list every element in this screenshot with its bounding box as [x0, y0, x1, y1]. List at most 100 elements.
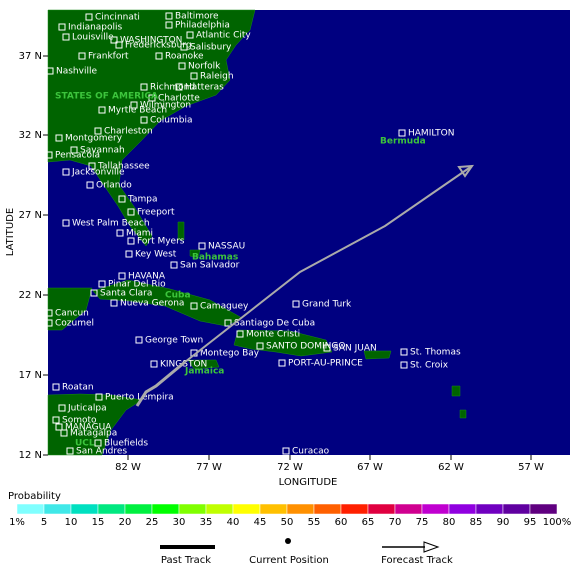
probability-label: 80 [443, 517, 456, 528]
place-label: West Palm Beach [72, 219, 150, 229]
place-marker [78, 52, 86, 60]
region-label: STATES OF AMERICA [55, 92, 158, 102]
place-label: MANAGUA [65, 423, 112, 433]
place-label: Louisville [72, 33, 114, 43]
place-label: Bluefields [104, 439, 148, 449]
current-position-key [285, 538, 291, 544]
place-label: Monte Cristi [246, 330, 300, 340]
place-marker [110, 36, 118, 44]
place-label: Tampa [127, 195, 158, 205]
probability-swatch [16, 503, 45, 515]
place-label: Roatan [62, 383, 94, 393]
place-marker [45, 151, 53, 159]
place-label: Columbia [150, 116, 193, 126]
x-tick-label: 62 W [438, 462, 464, 473]
land [47, 9, 467, 456]
place-label: Santa Clara [100, 289, 152, 299]
place-label: SANTO DOMINGO [266, 342, 345, 352]
probability-swatch [529, 503, 558, 515]
place-marker [180, 43, 188, 51]
probability-swatch [421, 503, 450, 515]
place-marker [140, 83, 148, 91]
region-label: UCL [75, 439, 95, 449]
place-marker [94, 439, 102, 447]
place-marker [62, 33, 70, 41]
place-label: Charleston [104, 127, 153, 137]
probability-title: Probability [8, 491, 61, 502]
probability-label: 75 [416, 517, 429, 528]
place-marker [118, 272, 126, 280]
place-marker [165, 21, 173, 29]
region-label: Jamaica [184, 367, 224, 377]
probability-label: 10 [65, 517, 78, 528]
place-marker [115, 41, 123, 49]
place-marker [94, 127, 102, 135]
place-marker [282, 447, 290, 455]
probability-label: 25 [146, 517, 159, 528]
probability-label: 50 [281, 517, 294, 528]
place-label: Richmond [150, 83, 195, 93]
probability-swatch [43, 503, 72, 515]
place-marker [127, 208, 135, 216]
place-label: Salisbury [190, 43, 232, 53]
place-marker [140, 116, 148, 124]
place-label: Somoto [62, 416, 97, 426]
place-label: St. Croix [410, 361, 449, 371]
place-label: Key West [135, 250, 177, 260]
place-label: Myrtle Beach [108, 106, 167, 116]
y-tick-label: 22 N [19, 290, 42, 301]
place-marker [95, 393, 103, 401]
probability-swatch [259, 503, 288, 515]
x-tick-label: 57 W [518, 462, 544, 473]
forecast-arrow [457, 164, 475, 178]
place-marker [45, 309, 53, 317]
legend-label: Past Track [161, 555, 211, 566]
place-label: Hatteras [185, 83, 224, 93]
probability-swatch [124, 503, 153, 515]
place-label: Indianapolis [68, 23, 123, 33]
probability-label: 70 [389, 517, 402, 528]
place-marker [116, 229, 124, 237]
place-marker [70, 146, 78, 154]
place-marker [45, 319, 53, 327]
place-label: Juticalpa [67, 404, 107, 414]
region-label: Cuba [165, 291, 191, 301]
x-tick-label: 72 W [277, 462, 303, 473]
place-marker [190, 302, 198, 310]
past-track [135, 360, 186, 407]
probability-label: 55 [308, 517, 321, 528]
probability-swatch [70, 503, 99, 515]
place-marker [66, 447, 74, 455]
place-label: Cancun [55, 309, 89, 319]
probability-swatch [286, 503, 315, 515]
legend-label: Current Position [249, 555, 329, 566]
place-marker [148, 94, 156, 102]
probability-swatch [448, 503, 477, 515]
x-tick-label: 82 W [115, 462, 141, 473]
probability-swatch [205, 503, 234, 515]
place-label: St. Thomas [410, 348, 461, 358]
probability-label: 40 [227, 517, 240, 528]
probability-label: 30 [173, 517, 186, 528]
place-marker [125, 250, 133, 258]
place-label: Norfolk [188, 62, 221, 72]
place-marker [90, 289, 98, 297]
place-marker [178, 62, 186, 70]
probability-label: 90 [497, 517, 510, 528]
y-axis-title: LATITUDE [5, 208, 16, 256]
place-marker [86, 181, 94, 189]
place-label: Charlotte [158, 94, 200, 104]
probability-label: 20 [119, 517, 132, 528]
place-marker [256, 342, 264, 350]
place-label: Matagalpa [70, 429, 117, 439]
place-label: Fredericksburg [125, 41, 192, 51]
place-marker [135, 336, 143, 344]
place-label: Savannah [80, 146, 125, 156]
place-label: San Andres [76, 447, 127, 457]
place-marker [292, 300, 300, 308]
place-label: Freeport [137, 208, 175, 218]
place-label: Baltimore [175, 12, 219, 22]
x-axis-title: LONGITUDE [279, 477, 338, 488]
place-label: PORT-AU-PRINCE [288, 359, 363, 369]
